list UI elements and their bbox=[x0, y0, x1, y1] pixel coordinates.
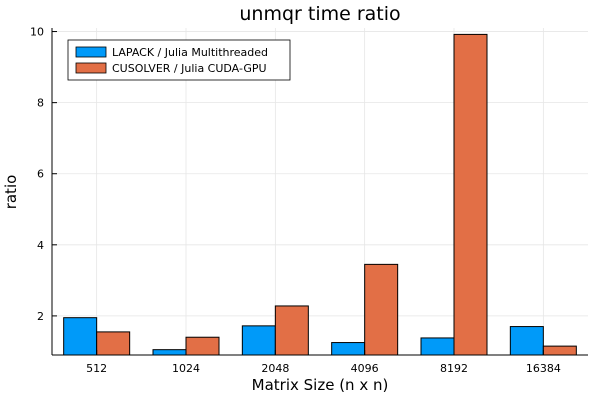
x-tick-label: 1024 bbox=[172, 362, 200, 375]
bar-cusolver-8192 bbox=[453, 33, 488, 356]
y-tick-label: 4 bbox=[37, 239, 44, 252]
bar-lapack-16384 bbox=[509, 326, 544, 356]
x-tick-label: 8192 bbox=[440, 362, 468, 375]
legend-swatch-1 bbox=[75, 62, 107, 74]
bar-lapack-512 bbox=[63, 317, 98, 356]
bar-cusolver-4096 bbox=[364, 263, 399, 356]
y-tick-label: 8 bbox=[37, 97, 44, 110]
legend: LAPACK / Julia Multithreaded CUSOLVER / J… bbox=[67, 39, 291, 81]
bar-cusolver-1024 bbox=[185, 336, 220, 356]
y-tick-label: 2 bbox=[37, 310, 44, 323]
x-tick-label: 4096 bbox=[351, 362, 379, 375]
legend-swatch-0 bbox=[75, 46, 107, 58]
legend-label-0: LAPACK / Julia Multithreaded bbox=[112, 46, 268, 59]
bar-cusolver-16384 bbox=[542, 345, 577, 356]
legend-label-1: CUSOLVER / Julia CUDA-GPU bbox=[112, 62, 267, 75]
bars-layer bbox=[63, 33, 577, 356]
bar-lapack-2048 bbox=[241, 325, 276, 356]
y-axis-title: ratio bbox=[2, 175, 20, 210]
y-tick-label: 6 bbox=[37, 168, 44, 181]
bar-lapack-8192 bbox=[420, 337, 455, 356]
bar-lapack-1024 bbox=[152, 349, 187, 356]
chart-title: unmqr time ratio bbox=[239, 3, 400, 25]
axes-layer: 2 4 6 8 10 512 1024 2048 4096 8192 16384 bbox=[30, 26, 588, 375]
x-tick-label: 16384 bbox=[526, 362, 561, 375]
x-tick-label: 512 bbox=[86, 362, 107, 375]
y-tick-label: 10 bbox=[30, 26, 44, 39]
bar-cusolver-2048 bbox=[274, 305, 309, 356]
bar-lapack-4096 bbox=[331, 342, 366, 356]
x-axis-title: Matrix Size (n x n) bbox=[252, 376, 389, 394]
bar-cusolver-512 bbox=[96, 331, 131, 356]
x-tick-label: 2048 bbox=[261, 362, 289, 375]
